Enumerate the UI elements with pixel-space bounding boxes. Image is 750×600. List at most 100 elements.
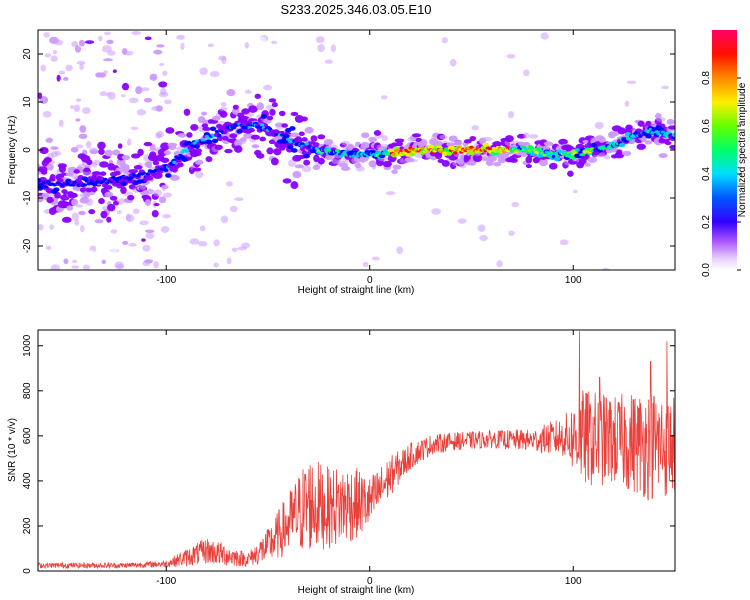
spectral-blob xyxy=(101,259,106,264)
spectral-blob xyxy=(594,121,604,130)
spectral-blob xyxy=(469,135,477,142)
spectral-blob xyxy=(231,107,240,115)
spectral-blob xyxy=(99,91,107,97)
spectral-blob xyxy=(584,162,591,167)
spectral-blob xyxy=(405,41,411,47)
spectral-blob xyxy=(54,191,61,199)
spectral-blob xyxy=(121,206,127,214)
spectral-blob xyxy=(45,180,51,184)
spectral-blob xyxy=(454,140,463,146)
spectral-blob xyxy=(106,185,113,190)
spectral-blob xyxy=(107,91,116,100)
spectral-blob xyxy=(542,145,550,151)
spectral-blob xyxy=(572,189,578,194)
spectral-blob xyxy=(219,125,227,131)
spectral-blob xyxy=(149,143,156,151)
spectral-blob xyxy=(63,76,69,81)
spectral-blob xyxy=(118,117,127,126)
spectral-blob xyxy=(257,36,267,43)
spectral-blob xyxy=(162,192,172,198)
spectral-blob xyxy=(525,155,533,164)
spectral-blob xyxy=(431,208,441,215)
spectral-blob xyxy=(290,111,299,117)
x-tick-label: 0 xyxy=(367,576,373,587)
spectral-blob xyxy=(58,119,64,128)
spectral-blob xyxy=(298,131,305,137)
spectral-blob xyxy=(149,73,158,81)
spectral-blob xyxy=(368,136,377,143)
snr-y-label: SNR (10 * v/v) xyxy=(7,418,18,482)
spectral-blob xyxy=(343,93,352,98)
spectral-blob xyxy=(136,109,147,116)
spectral-blob xyxy=(140,87,150,92)
spectral-blob xyxy=(308,208,317,212)
spectral-blob xyxy=(209,70,220,78)
spectral-blob xyxy=(269,108,276,116)
spectral-blob xyxy=(250,134,260,140)
spectral-blob xyxy=(457,218,467,224)
spectral-blob xyxy=(259,136,267,142)
spectral-blob xyxy=(53,187,60,192)
colorbar-tick-label: 0.0 xyxy=(701,263,712,277)
spectral-blob xyxy=(115,264,125,270)
snr-x-ticks: -100 0 100 xyxy=(156,330,582,587)
spectral-blob xyxy=(278,110,286,117)
spectral-blob xyxy=(189,238,200,245)
spectral-blob xyxy=(214,144,223,150)
spectral-blob xyxy=(75,98,82,102)
spectral-blob xyxy=(89,149,99,155)
spectral-blob xyxy=(395,140,403,147)
colorbar-gradient xyxy=(712,30,737,270)
spectral-blob xyxy=(102,177,108,181)
spectral-blob xyxy=(163,150,171,156)
spectral-blob xyxy=(39,146,49,155)
spectral-blob xyxy=(128,97,139,104)
spectral-blob xyxy=(411,133,422,138)
spectral-blob xyxy=(491,105,498,113)
spectral-blob xyxy=(45,245,52,251)
spectral-blob xyxy=(142,244,151,252)
spectral-blob xyxy=(156,130,164,138)
spectral-blob xyxy=(93,159,100,166)
spectral-blob xyxy=(65,64,73,72)
spectral-blob xyxy=(444,80,451,85)
spectral-blob xyxy=(45,137,54,143)
spectral-blob xyxy=(139,184,147,190)
spectral-blob xyxy=(87,249,96,258)
spectral-blob xyxy=(640,135,647,143)
spectral-blob xyxy=(232,104,239,110)
snr-frame xyxy=(37,329,676,572)
spectral-blob xyxy=(158,196,167,204)
spectral-blob xyxy=(381,135,388,142)
spectral-blob xyxy=(199,225,206,232)
spectral-blob xyxy=(266,115,274,121)
spectral-blob xyxy=(156,44,165,48)
spectral-blob xyxy=(482,137,493,142)
spectral-blob xyxy=(39,183,45,188)
spectral-blob xyxy=(158,81,168,88)
spectral-blob xyxy=(314,146,320,151)
spectral-blob xyxy=(530,125,541,131)
spectral-blob xyxy=(112,149,121,156)
spectral-blob xyxy=(209,126,217,132)
spectral-blob xyxy=(220,102,227,107)
spectral-blob xyxy=(61,216,72,223)
spectral-blob xyxy=(540,32,550,40)
spectral-blob xyxy=(420,139,428,147)
spectral-blob xyxy=(74,218,80,226)
spectral-blob xyxy=(626,80,637,84)
colorbar-tick-label: 0.4 xyxy=(701,167,712,181)
spectral-blob xyxy=(511,201,520,208)
spectral-blob xyxy=(120,186,127,194)
spectral-blob xyxy=(98,197,105,205)
spectral-blob xyxy=(317,44,326,52)
spectral-blob xyxy=(449,58,457,67)
spectral-blob xyxy=(304,142,309,146)
spectral-blob xyxy=(145,232,155,239)
spectral-blob xyxy=(463,139,472,144)
spectral-blob xyxy=(292,170,302,179)
spectral-blob xyxy=(82,183,88,187)
spectral-blob xyxy=(160,225,170,233)
spectral-blob xyxy=(165,173,172,178)
spectral-blob xyxy=(234,145,243,153)
